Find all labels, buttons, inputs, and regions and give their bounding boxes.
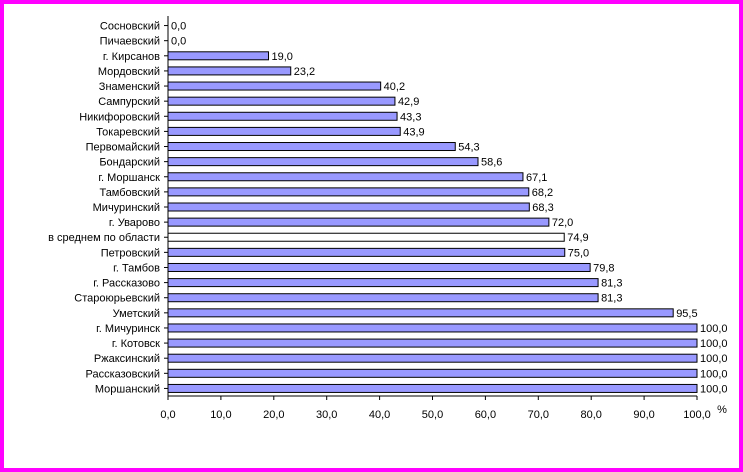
bar: [167, 96, 396, 106]
value-label: 43,9: [403, 126, 424, 138]
value-label: 100,0: [700, 353, 728, 365]
x-tick-label: 60,0: [475, 409, 496, 421]
value-label: 100,0: [700, 368, 728, 380]
category-label: г. Рассказово: [93, 278, 160, 290]
bar: [167, 353, 698, 363]
x-tick-label: 20,0: [263, 409, 284, 421]
value-label: 75,0: [568, 247, 589, 259]
category-label: г. Уварово: [109, 217, 160, 229]
value-label: 23,2: [294, 66, 315, 78]
axis-layer: 0,0 10,0 20,0 30,0 40,0 50,0 60,0 70,0 80,0 90,0 1…: [160, 16, 727, 421]
bar: [167, 66, 292, 76]
bar: [167, 187, 530, 197]
value-label: 68,2: [532, 187, 553, 199]
bar: [167, 368, 698, 378]
value-label: 42,9: [398, 96, 419, 108]
value-label: 0,0: [171, 36, 186, 48]
category-label: Токаревский: [96, 126, 160, 138]
bar: [167, 323, 698, 333]
value-label: 40,2: [384, 81, 405, 93]
bar: [167, 278, 599, 288]
x-tick-label: 0,0: [160, 409, 175, 421]
category-label: Бондарский: [99, 157, 160, 169]
bar: [167, 172, 524, 182]
x-tick-label: 40,0: [369, 409, 390, 421]
category-label: Сосновский: [100, 21, 160, 33]
bar: [167, 217, 550, 227]
category-label: Первомайский: [86, 142, 160, 154]
category-label: Петровский: [101, 247, 160, 259]
value-label: 79,8: [593, 262, 614, 274]
labels-layer: Сосновский 0,0 Пичаевский 0,0 г. Кирсанов 19,…: [48, 21, 727, 396]
category-label: Ржаксинский: [94, 353, 160, 365]
category-label: Мордовский: [98, 66, 160, 78]
value-label: 58,6: [481, 157, 502, 169]
value-label: 54,3: [458, 142, 479, 154]
value-label: 74,9: [567, 232, 588, 244]
value-label: 81,3: [601, 293, 622, 305]
bar: [167, 202, 530, 212]
category-label: Мичуринский: [93, 202, 160, 214]
unit-label: %: [717, 404, 727, 416]
value-label: 95,5: [676, 308, 697, 320]
value-label: 43,3: [400, 111, 421, 123]
category-label: Тамбовский: [99, 187, 160, 199]
x-tick-label: 70,0: [528, 409, 549, 421]
category-label: г. Мичуринск: [96, 323, 160, 335]
category-label: Знаменский: [99, 81, 160, 93]
bar: [167, 111, 398, 121]
value-label: 72,0: [552, 217, 573, 229]
bar: [167, 293, 599, 303]
value-label: 67,1: [526, 172, 547, 184]
category-label: Никифоровский: [79, 111, 160, 123]
value-label: 100,0: [700, 383, 728, 395]
bar: [167, 383, 698, 393]
category-label: Староюрьевский: [74, 293, 160, 305]
category-label: г. Котовск: [112, 338, 160, 350]
value-label: 19,0: [272, 51, 293, 63]
bar-average: [167, 232, 565, 242]
x-tick-label: 80,0: [580, 409, 601, 421]
category-label: г. Кирсанов: [103, 51, 160, 63]
category-label: в среднем по области: [48, 232, 160, 244]
value-label: 68,3: [532, 202, 553, 214]
x-tick-label: 30,0: [316, 409, 337, 421]
bar: [167, 338, 698, 348]
value-label: 0,0: [171, 21, 186, 33]
bar: [167, 51, 270, 61]
value-label: 100,0: [700, 338, 728, 350]
bar: [167, 308, 674, 318]
value-label: 100,0: [700, 323, 728, 335]
category-label: Рассказовский: [86, 368, 161, 380]
bar: [167, 81, 382, 91]
category-label: г. Тамбов: [113, 262, 160, 274]
category-label: г. Моршанск: [98, 172, 160, 184]
bar: [167, 142, 456, 152]
bar: [167, 157, 479, 167]
x-tick-label: 10,0: [210, 409, 231, 421]
x-tick-label: 90,0: [633, 409, 654, 421]
bar: [167, 262, 591, 272]
category-label: Сампурский: [98, 96, 160, 108]
category-label: Пичаевский: [100, 36, 160, 48]
category-label: Моршанский: [95, 383, 160, 395]
category-label: Уметский: [113, 308, 160, 320]
bar: [167, 247, 566, 257]
x-tick-label: 50,0: [422, 409, 443, 421]
value-label: 81,3: [601, 278, 622, 290]
bar: [167, 126, 401, 136]
x-tick-label: 100,0: [683, 409, 711, 421]
bars-layer: [167, 51, 698, 393]
